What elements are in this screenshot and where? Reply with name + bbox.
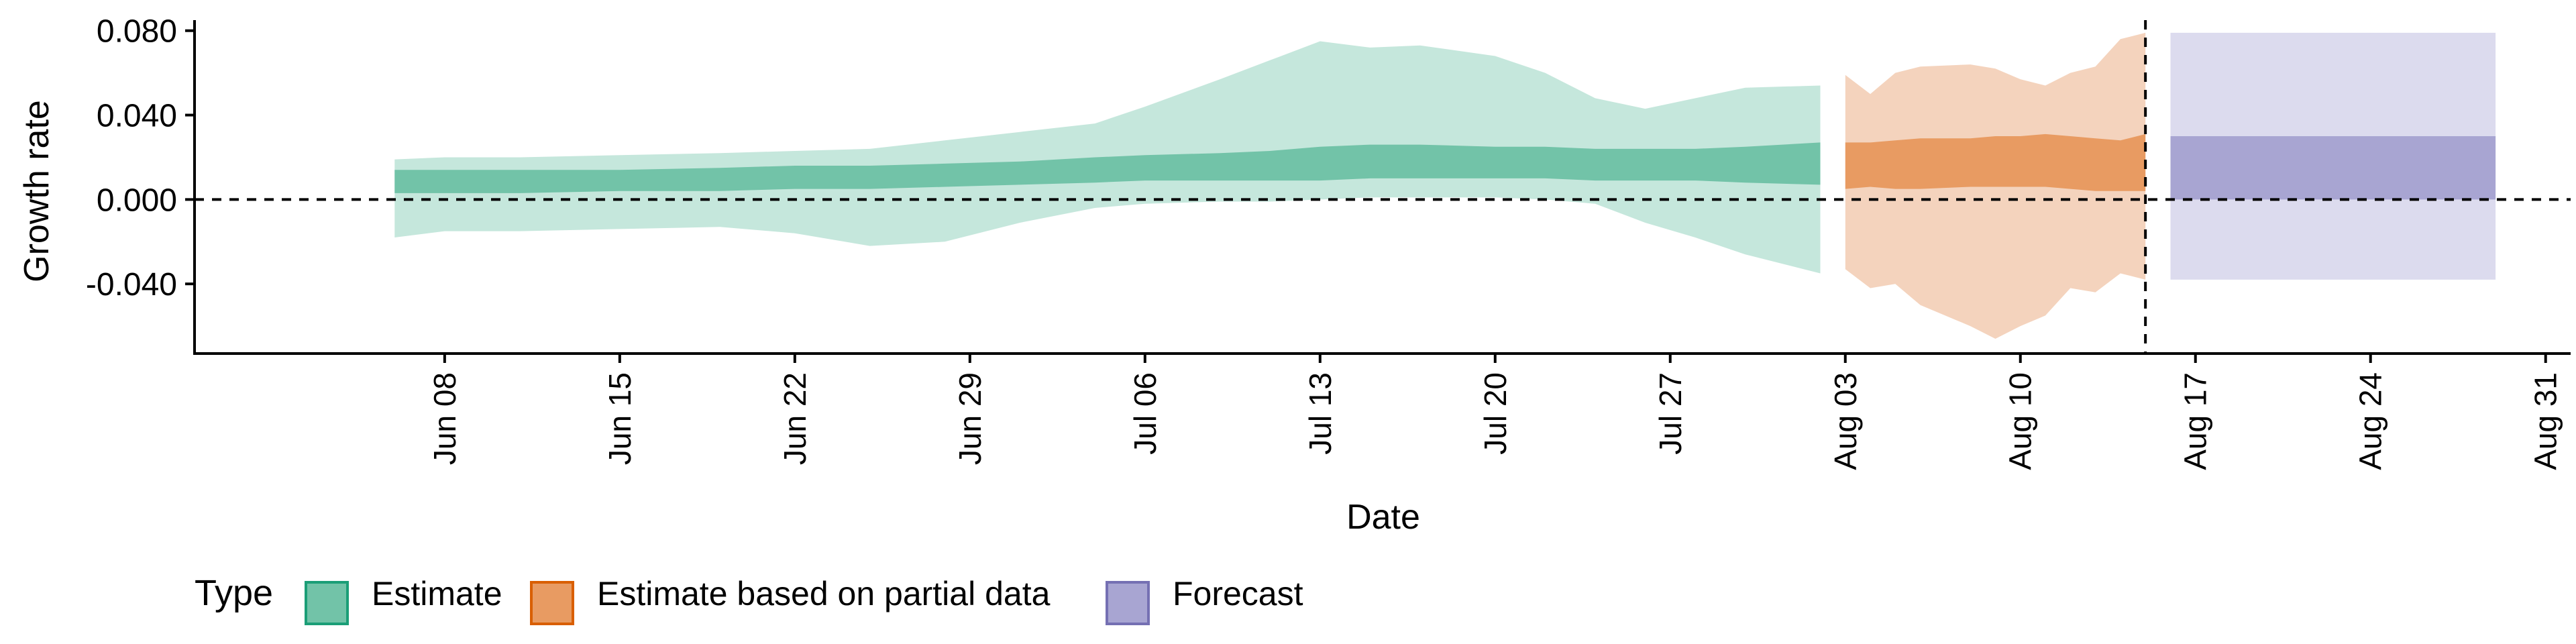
x-tick-label: Jul 13 bbox=[1303, 372, 1338, 455]
legend-label-forecast: Forecast bbox=[1173, 575, 1303, 612]
x-tick-label: Jun 22 bbox=[777, 372, 812, 465]
x-tick-label: Jul 20 bbox=[1478, 372, 1513, 455]
y-tick-label: 0.000 bbox=[97, 182, 177, 218]
x-tick-label: Jun 15 bbox=[602, 372, 637, 465]
legend-title: Type bbox=[195, 573, 273, 613]
legend-swatch-estimate-based-on-partial-data bbox=[530, 581, 574, 625]
x-tick-label: Aug 03 bbox=[1828, 372, 1863, 470]
y-axis-title: Growth rate bbox=[17, 100, 56, 282]
axes: -0.040 0.000 0.040 0.080 Jun 08 Jun 15 Jun 22 J… bbox=[86, 14, 2571, 470]
x-tick-label: Aug 31 bbox=[2528, 372, 2563, 470]
x-tick-label: Aug 24 bbox=[2353, 372, 2388, 470]
x-tick-label: Jul 06 bbox=[1128, 372, 1163, 455]
x-tick-label: Jun 29 bbox=[953, 372, 987, 465]
y-tick-label: -0.040 bbox=[86, 267, 177, 303]
x-tick-label: Aug 17 bbox=[2178, 372, 2213, 470]
x-tick-label: Jun 08 bbox=[427, 372, 462, 465]
x-tick-label: Jul 27 bbox=[1653, 372, 1688, 455]
band-inner-estimate bbox=[394, 142, 1821, 193]
legend-swatch-estimate bbox=[305, 581, 349, 625]
legend-label-estimate: Estimate bbox=[372, 575, 502, 612]
y-tick-label: 0.080 bbox=[97, 14, 177, 50]
band-inner-forecast bbox=[2170, 136, 2496, 200]
plot-areas bbox=[394, 32, 2496, 339]
y-tick-label: 0.040 bbox=[97, 99, 177, 134]
band-inner-estimate-based-on-partial-data bbox=[1845, 133, 2146, 191]
x-axis-title: Date bbox=[1346, 498, 1420, 537]
x-tick-label: Aug 10 bbox=[2003, 372, 2038, 470]
reference-lines bbox=[195, 20, 2571, 354]
legend-swatch-forecast bbox=[1106, 581, 1150, 625]
legend: Type Estimate Estimate based on partial da… bbox=[195, 573, 1303, 625]
legend-label-estimate-based-on-partial-data: Estimate based on partial data bbox=[597, 575, 1051, 612]
